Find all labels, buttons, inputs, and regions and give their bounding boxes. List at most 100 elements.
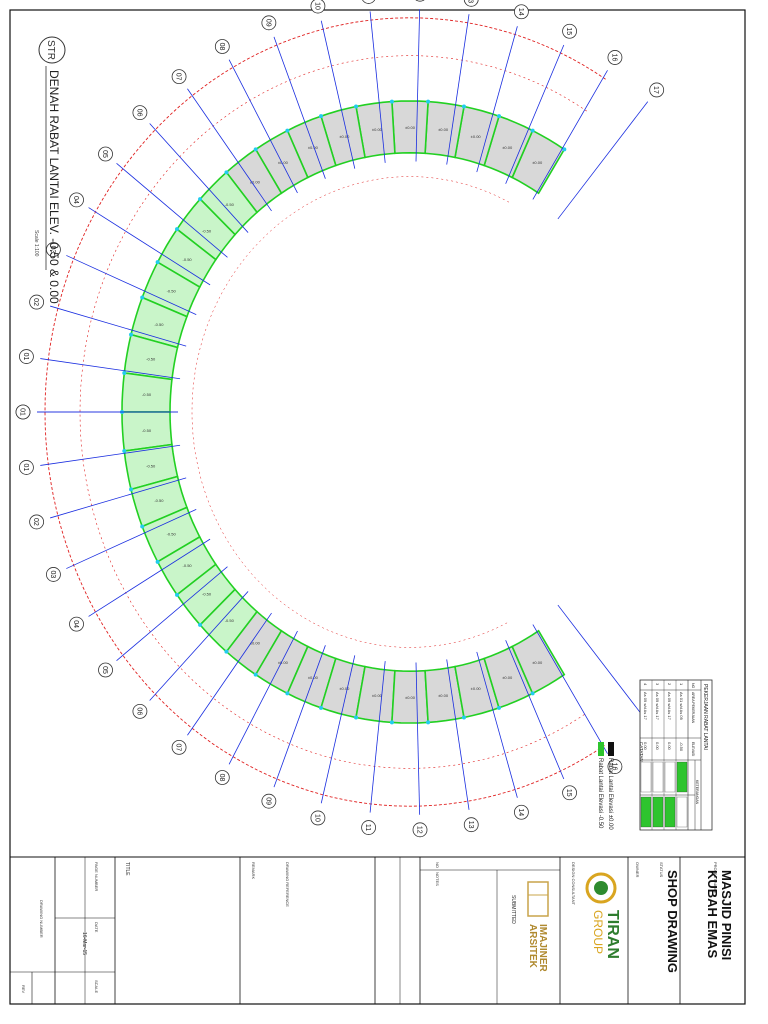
grid-bubble-label: 08	[218, 774, 225, 782]
legend-cell-area: As 09 s/d As 17	[655, 692, 660, 721]
grid-bubble-label: 16	[610, 763, 617, 771]
grid-bubble-top	[261, 15, 277, 31]
grid-line	[88, 207, 211, 286]
column-marker	[562, 147, 567, 152]
tb-scale-label: SCALE	[94, 980, 99, 993]
paving-level-label: -0.50	[225, 618, 235, 623]
grid-bubble-label: 01	[19, 408, 26, 416]
grid-bubble-label: 01	[22, 353, 29, 361]
grid-bubble-top	[649, 82, 665, 98]
paving-level-label: -0.50	[183, 257, 193, 262]
tb-title-label: TITLE	[124, 862, 130, 876]
grid-bubble-top	[29, 294, 45, 310]
tb-remark: REMARK	[251, 862, 256, 879]
tb-rev: REV	[21, 985, 26, 994]
grid-bubble-label: 08	[218, 43, 225, 51]
grid-bubble-bottom	[261, 793, 277, 809]
paving-level-label: -0.50	[146, 463, 156, 468]
column-marker	[285, 691, 290, 696]
paving-level-label: ±0.00	[471, 134, 482, 139]
grid-bubble-label: 10	[313, 2, 320, 10]
paving-level-label: -0.50	[183, 563, 193, 568]
legend-swatch	[640, 796, 652, 828]
column-marker	[175, 227, 180, 232]
legend-swatch-black	[608, 742, 614, 756]
paving-level-label: ±0.00	[502, 145, 513, 150]
grid-line	[505, 44, 565, 184]
column-marker	[122, 371, 127, 376]
paving-level-label: ±0.00	[532, 660, 543, 665]
column-marker	[530, 691, 535, 696]
grid-bubble-label: 16	[610, 54, 617, 62]
grid-bubble-top	[214, 39, 230, 54]
grid-bubble-label: 06	[135, 109, 142, 117]
column-marker	[253, 672, 258, 677]
column-marker	[354, 104, 359, 109]
column-marker	[155, 260, 160, 265]
column-marker	[496, 705, 501, 710]
legend-catatan: CATATAN	[639, 742, 644, 762]
legend: PEKERJAAN RABAT LANTAI NO AREA PEKERJAAN…	[639, 679, 713, 831]
paving-level-label: ±0.00	[278, 160, 289, 165]
column-marker	[198, 622, 203, 627]
legend-swatch	[664, 796, 676, 828]
grid-line	[50, 305, 187, 347]
paving-level-label: ±0.00	[438, 693, 449, 698]
paving-level-label: ±0.00	[405, 125, 416, 130]
grid-bubble-label: 06	[135, 707, 142, 715]
grid-line	[88, 538, 211, 617]
paving-level-label: ±0.00	[250, 641, 261, 646]
paving-level-label: ±0.00	[308, 145, 319, 150]
grid-bubble-label: 04	[72, 620, 79, 628]
column-marker	[389, 720, 394, 725]
paving-level-label: ±0.00	[502, 675, 513, 680]
grid-bubble-top	[98, 146, 113, 162]
paving-level-label: ±0.00	[250, 179, 261, 184]
legend-swatch	[640, 761, 652, 793]
legend-key: CATATAN Rabat Lantai Elevasi ±0.00 Rabat…	[597, 742, 644, 830]
paving-level-label: -0.50	[225, 202, 235, 207]
legend-swatch	[676, 761, 688, 793]
tb-project-name-1: MASJID PINISI	[719, 870, 734, 960]
legend-col-area: AREA PEKERJAAN	[691, 692, 695, 724]
paving-level-label: -0.50	[154, 498, 164, 503]
grid-bubble-bottom	[513, 804, 529, 820]
legend-col-elev: ELEVASI	[691, 742, 695, 756]
grid-line	[273, 36, 326, 179]
tb-submitted: SUBMITTED	[510, 895, 516, 924]
column-marker	[461, 104, 466, 109]
column-marker	[175, 592, 180, 597]
grid-bubble-label: 15	[565, 789, 572, 797]
grid-line	[320, 20, 356, 169]
column-marker	[426, 720, 431, 725]
grid-line	[532, 70, 608, 200]
paving-level-label: -0.50	[142, 392, 152, 397]
grid-bubble-label: 11	[364, 824, 371, 831]
grid-bubble-label: 07	[175, 73, 182, 81]
column-marker	[354, 715, 359, 720]
drawing-title: DENAH RABAT LANTAI ELEV. -0.50 & 0.00	[47, 70, 61, 304]
legend-rows: 1 As 01 s/d As 09 -0.50 2 As 09 s/d As 17 0.0…	[639, 680, 688, 830]
tb-date-label: DATE	[94, 922, 99, 933]
grid-line	[187, 612, 272, 736]
column-marker	[319, 705, 324, 710]
grid-line	[66, 509, 197, 569]
paving-level-label: ±0.00	[339, 134, 350, 139]
dimension-arc-inner	[79, 55, 587, 769]
grid-bubble-bottom	[98, 662, 113, 678]
grid-bubble-top	[463, 0, 479, 7]
grid-bubble-label: 14	[517, 808, 524, 816]
paving-level-label: ±0.00	[405, 695, 416, 700]
grid-bubble-label: 12	[416, 826, 423, 834]
tb-project-name-2: KUBAH EMAS	[705, 870, 720, 958]
grid-bubble-label: 09	[264, 797, 271, 805]
legend-cell-elev: 0.00	[655, 742, 660, 751]
column-marker	[389, 99, 394, 104]
tiran-logo: TIRAN GROUP	[585, 872, 621, 959]
tb-notes-label: NOTES	[435, 872, 440, 886]
tb-company-2: GROUP	[591, 910, 605, 954]
paving-level-label: ±0.00	[372, 693, 383, 698]
grid-line	[369, 661, 386, 813]
column-marker	[129, 332, 134, 337]
